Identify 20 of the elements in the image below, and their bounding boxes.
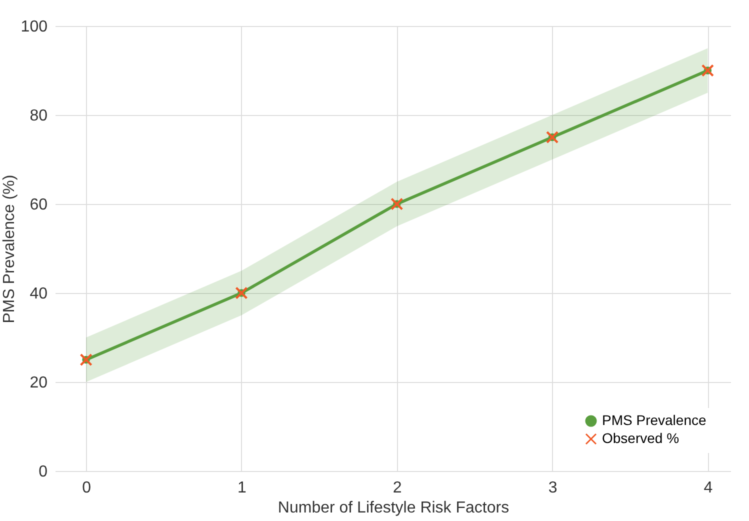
y-tick-label: 80 xyxy=(30,108,48,124)
x-tick-label: 0 xyxy=(82,480,92,496)
y-tick-label: 40 xyxy=(30,286,48,302)
point xyxy=(546,130,559,144)
y-tick-label: 20 xyxy=(30,374,48,392)
y-axis-title: PMS Prevalence (%) xyxy=(0,174,18,324)
point xyxy=(80,353,92,366)
x-tick-label: 4 xyxy=(704,480,713,496)
y-tick-label: 0 xyxy=(38,464,48,480)
point xyxy=(701,64,714,77)
x-tick-label: 3 xyxy=(548,480,558,496)
legend-label: Observed % xyxy=(602,430,680,446)
y-tick-label: 100 xyxy=(20,18,48,36)
x-tick-label: 2 xyxy=(392,480,402,496)
x-axis-title: Number of Lifestyle Risk Factors xyxy=(278,500,510,516)
point xyxy=(390,198,404,210)
point xyxy=(235,286,248,300)
y-tick-label: 60 xyxy=(30,196,48,214)
x-tick-label: 1 xyxy=(238,480,247,496)
legend-label: PMS Prevalence xyxy=(602,412,706,428)
